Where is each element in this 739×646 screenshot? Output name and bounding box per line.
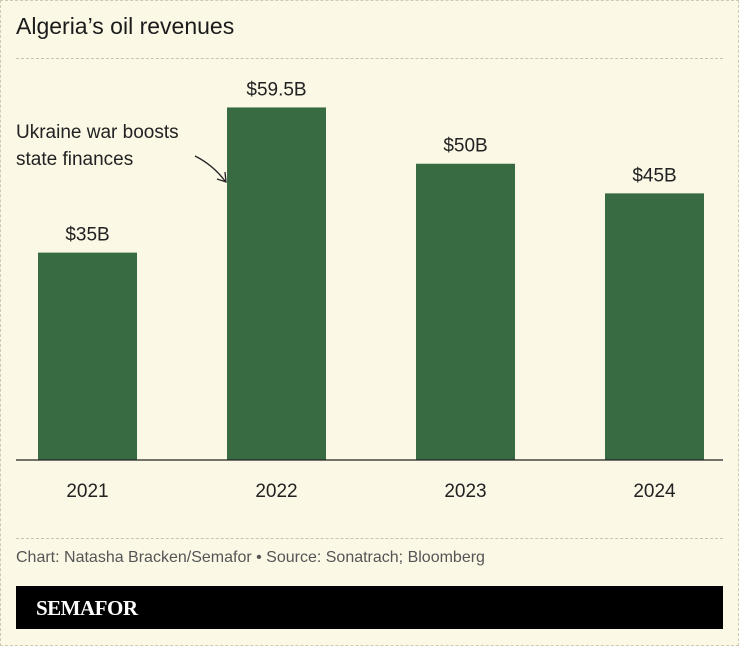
- x-tick-2024: 2024: [633, 481, 676, 502]
- chart-title: Algeria’s oil revenues: [16, 13, 235, 39]
- x-tick-2021: 2021: [66, 481, 108, 502]
- x-tick-2022: 2022: [255, 481, 297, 502]
- source-credit: Chart: Natasha Bracken/Semafor • Source:…: [16, 549, 485, 566]
- semafor-logo: SEMAFOR: [36, 596, 138, 620]
- annotation-arrow: [194, 155, 226, 182]
- arrow-head-icon: [216, 171, 227, 183]
- annotation: Ukraine war boosts state finances: [16, 122, 227, 183]
- divider-bottom: [16, 538, 723, 539]
- divider-top: [16, 58, 723, 59]
- bar-2024: [605, 193, 704, 460]
- bar-2021: [38, 252, 137, 460]
- bar-2023: [416, 163, 515, 461]
- data-label-2022: $59.5B: [246, 79, 306, 100]
- annotation-line-2: state finances: [16, 149, 133, 170]
- data-label-2021: $35B: [65, 225, 109, 246]
- x-tick-2023: 2023: [444, 481, 486, 502]
- annotation-line-1: Ukraine war boosts: [16, 122, 179, 143]
- bar-2022: [227, 107, 326, 460]
- data-label-2023: $50B: [443, 136, 487, 157]
- bar-chart: $35B 2021 $59.5B 2022 $50B 2023 $45B 2024 Ukrai…: [16, 79, 723, 502]
- brand-bar: SEMAFOR: [16, 586, 723, 629]
- data-label-2024: $45B: [632, 165, 676, 186]
